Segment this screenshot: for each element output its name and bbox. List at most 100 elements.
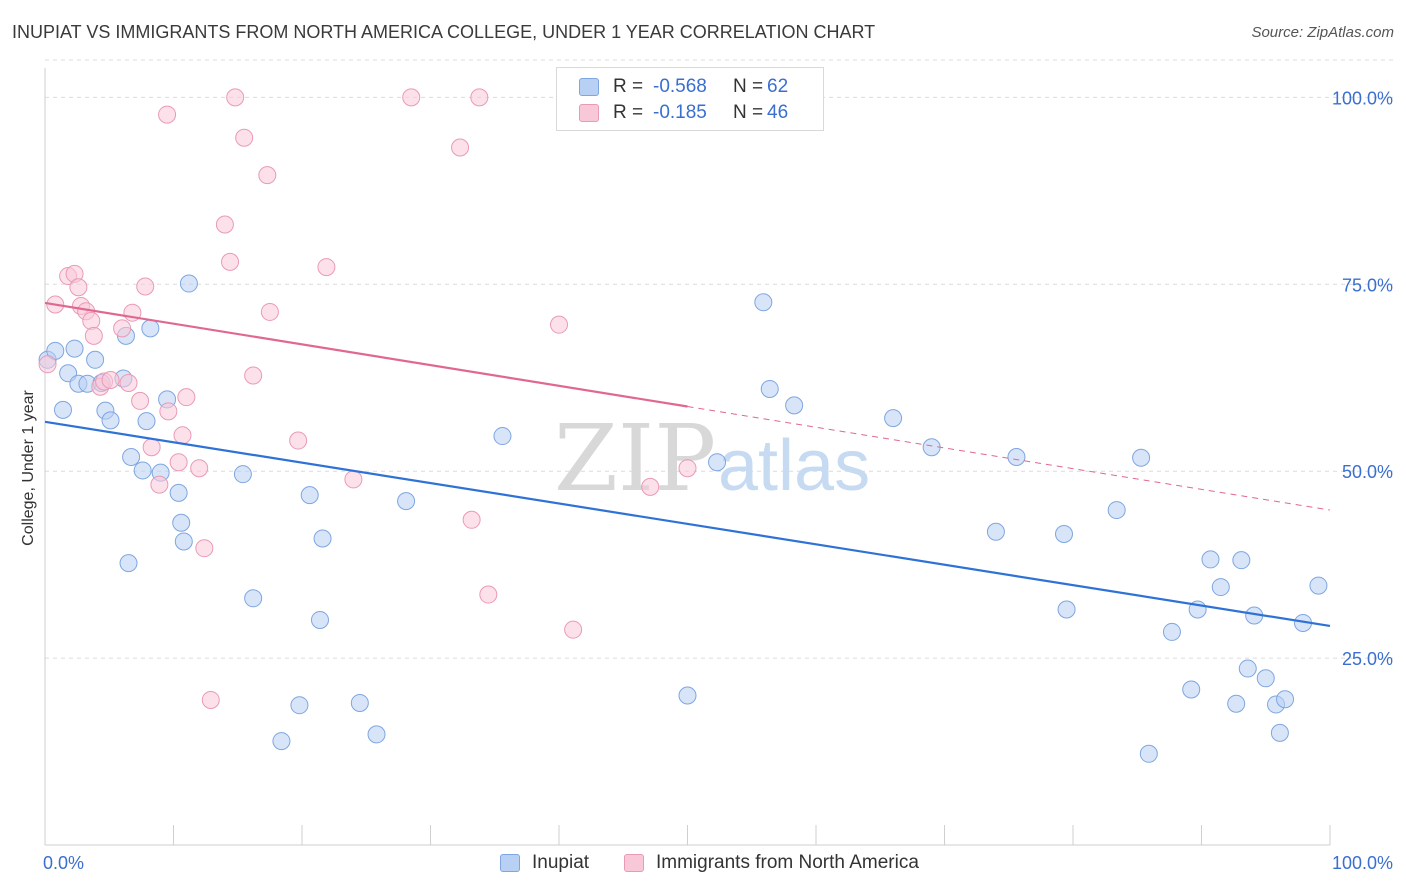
immigrants-point bbox=[101, 370, 120, 389]
axis-layer: 25.0% 50.0% 75.0% 100.0% bbox=[44, 68, 1393, 846]
y-tick-label: 75.0% bbox=[1342, 275, 1393, 295]
inupiat-point bbox=[53, 400, 72, 419]
series-legend: Inupiat Immigrants from North America bbox=[0, 852, 1406, 878]
immigrants-point bbox=[451, 138, 470, 157]
inupiat-point bbox=[1256, 669, 1275, 688]
y-tick-label: 100.0% bbox=[1332, 88, 1393, 108]
y-axis-label: College, Under 1 year bbox=[20, 390, 37, 546]
r-label: R = bbox=[613, 102, 644, 123]
inupiat-point bbox=[65, 339, 84, 358]
immigrants-point bbox=[69, 278, 88, 297]
x-tick-label-max: 100.0% bbox=[1332, 853, 1393, 873]
immigrants-point bbox=[195, 539, 214, 558]
inupiat-point bbox=[119, 554, 138, 573]
stats-legend: R = -0.568 N = 62 R = -0.185 N = 46 bbox=[556, 67, 824, 131]
inupiat-point bbox=[1201, 550, 1220, 569]
inupiat-point bbox=[754, 293, 773, 312]
r-value: -0.568 bbox=[653, 76, 707, 97]
r-label: R = bbox=[613, 76, 644, 97]
immigrants-point bbox=[479, 585, 498, 604]
inupiat-point bbox=[493, 427, 512, 446]
inupiat-point bbox=[678, 686, 697, 705]
immigrants-point bbox=[82, 311, 101, 330]
watermark-atlas: atlas bbox=[718, 426, 870, 506]
inupiat-point bbox=[137, 412, 156, 431]
inupiat-point bbox=[86, 350, 105, 369]
immigrants-point bbox=[150, 475, 169, 494]
trend-line-immigrants bbox=[44, 301, 688, 408]
immigrants-point bbox=[244, 366, 263, 385]
inupiat-point bbox=[884, 409, 903, 428]
n-value: 62 bbox=[767, 76, 789, 97]
immigrants-point bbox=[402, 88, 421, 107]
inupiat-point bbox=[1276, 690, 1295, 709]
immigrants-point bbox=[84, 326, 103, 345]
inupiat-point bbox=[1139, 744, 1158, 763]
inupiat-point bbox=[46, 341, 65, 360]
inupiat-swatch bbox=[500, 854, 520, 872]
immigrants-point bbox=[221, 252, 240, 271]
immigrants-point bbox=[201, 690, 220, 709]
trend-layer bbox=[44, 301, 1331, 628]
inupiat-swatch bbox=[579, 78, 599, 96]
immigrants-point bbox=[158, 105, 177, 124]
inupiat-point bbox=[141, 319, 160, 338]
trend-line-immigrants-extension bbox=[687, 406, 1331, 511]
grid-layer bbox=[45, 59, 1393, 659]
r-value: -0.185 bbox=[653, 102, 707, 123]
inupiat-point bbox=[1007, 447, 1026, 466]
inupiat-point bbox=[1238, 659, 1257, 678]
immigrants-point bbox=[119, 373, 138, 392]
inupiat-point bbox=[1270, 723, 1289, 742]
immigrants-point bbox=[235, 128, 254, 147]
immigrants-point bbox=[190, 459, 209, 478]
immigrants-point bbox=[136, 277, 155, 296]
immigrants-point bbox=[641, 477, 660, 496]
inupiat-point bbox=[122, 447, 141, 466]
inupiat-point bbox=[290, 696, 309, 715]
inupiat-point bbox=[313, 529, 332, 548]
immigrants-swatch bbox=[579, 104, 599, 122]
immigrants-swatch bbox=[624, 854, 644, 872]
inupiat-point bbox=[1227, 694, 1246, 713]
inupiat-point bbox=[1232, 551, 1251, 570]
legend-item-immigrants[interactable]: Immigrants from North America bbox=[624, 852, 919, 874]
inupiat-point bbox=[101, 411, 120, 430]
immigrants-point bbox=[169, 453, 188, 472]
inupiat-point bbox=[174, 532, 193, 551]
immigrants-point bbox=[289, 431, 308, 450]
inupiat-point bbox=[172, 513, 191, 532]
inupiat-point bbox=[1055, 524, 1074, 543]
inupiat-point bbox=[350, 693, 369, 712]
chart-title: INUPIAT VS IMMIGRANTS FROM NORTH AMERICA… bbox=[12, 22, 876, 42]
inupiat-point bbox=[708, 453, 727, 472]
immigrants-point bbox=[462, 510, 481, 529]
stats-row-immigrants: R = -0.185 N = 46 bbox=[579, 101, 788, 125]
inupiat-point bbox=[1211, 578, 1230, 597]
inupiat-point bbox=[272, 732, 291, 751]
inupiat-point bbox=[179, 274, 198, 293]
immigrants-point bbox=[317, 258, 336, 277]
inupiat-point bbox=[133, 461, 152, 480]
legend-item-inupiat[interactable]: Inupiat bbox=[500, 852, 589, 874]
inupiat-point bbox=[244, 589, 263, 608]
n-label: N = bbox=[733, 76, 764, 97]
immigrants-point bbox=[173, 426, 192, 445]
inupiat-point bbox=[785, 396, 804, 415]
immigrants-point bbox=[142, 438, 161, 457]
n-label: N = bbox=[733, 102, 764, 123]
inupiat-point bbox=[1309, 576, 1328, 595]
immigrants-point bbox=[177, 388, 196, 407]
immigrants-point bbox=[470, 88, 489, 107]
inupiat-point bbox=[1132, 448, 1151, 467]
immigrants-point bbox=[678, 459, 697, 478]
x-tick-label-min: 0.0% bbox=[43, 853, 84, 873]
inupiat-point bbox=[1162, 622, 1181, 641]
immigrants-point bbox=[226, 88, 245, 107]
immigrants-point bbox=[215, 215, 234, 234]
inupiat-point bbox=[233, 465, 252, 484]
inupiat-point bbox=[1182, 680, 1201, 699]
immigrants-point bbox=[564, 620, 583, 639]
immigrants-point bbox=[113, 319, 132, 338]
